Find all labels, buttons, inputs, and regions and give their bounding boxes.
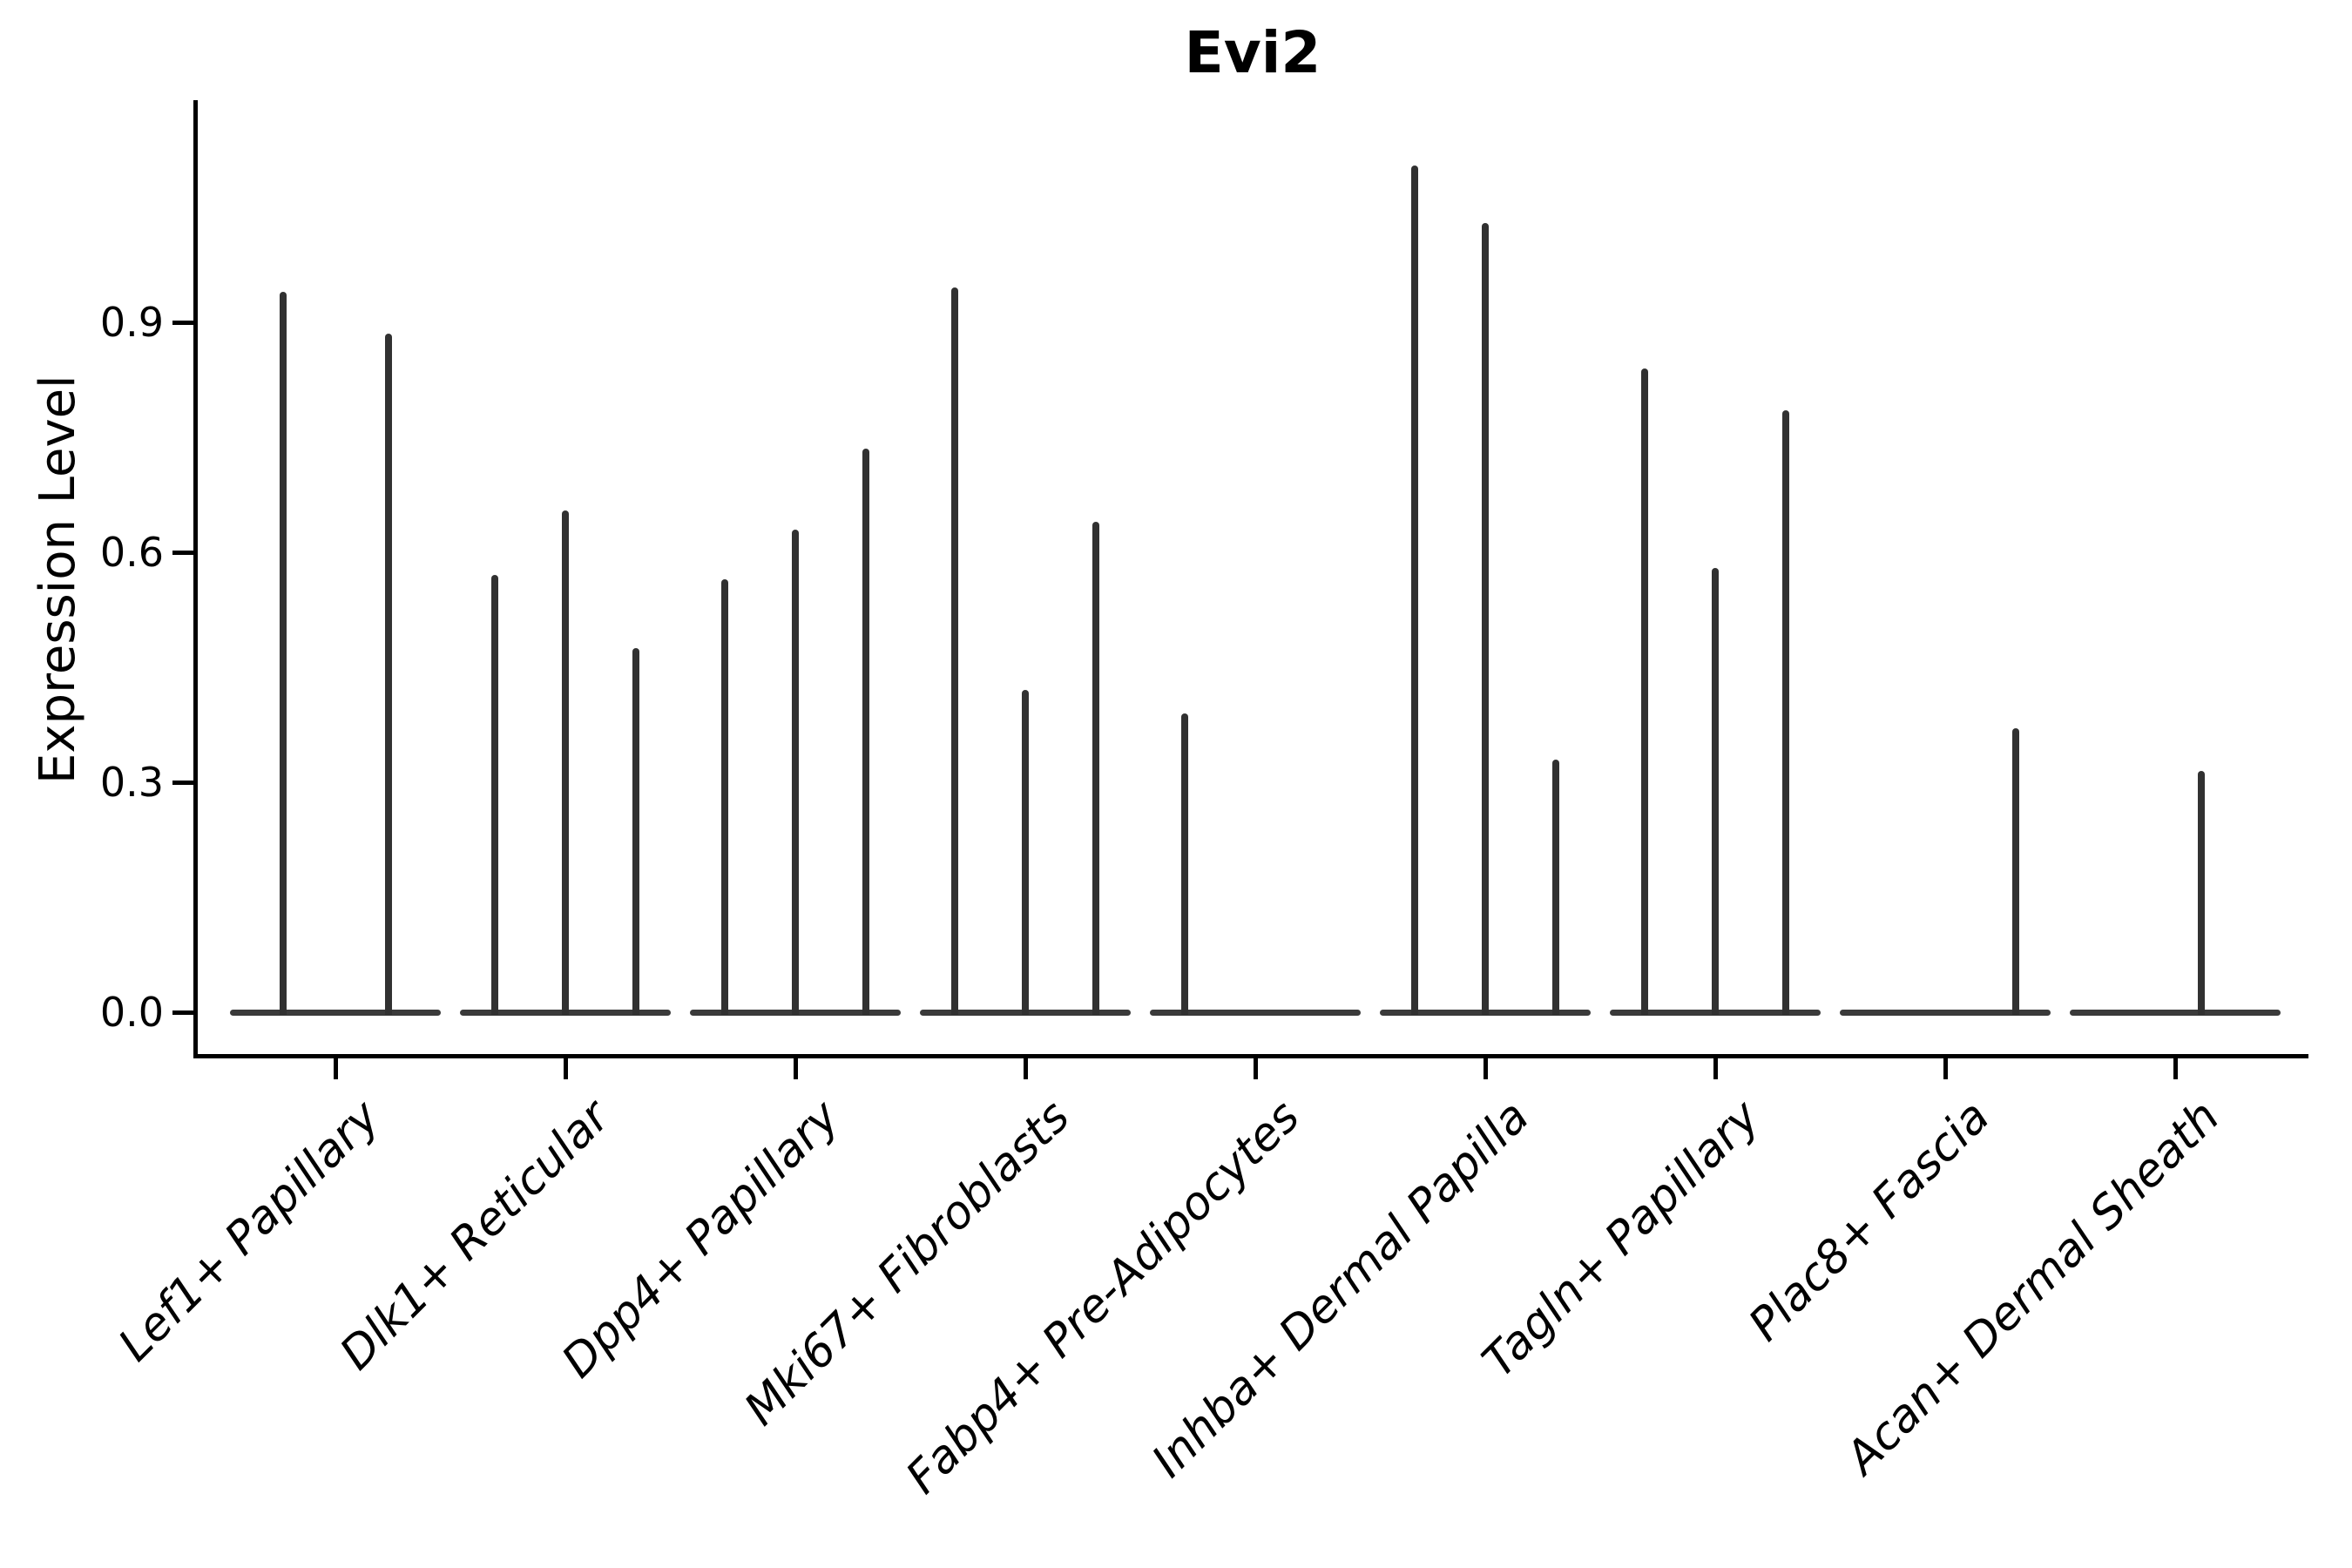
violin-spike xyxy=(1181,713,1189,1015)
violin-baseline xyxy=(1840,1010,2051,1016)
x-tick xyxy=(1713,1058,1718,1079)
y-axis-label: Expression Level xyxy=(30,375,86,784)
x-tick-label: Inhba+ Dermal Papilla xyxy=(1142,1091,1540,1488)
violin-spike xyxy=(1551,759,1559,1015)
violin-spike xyxy=(951,287,959,1015)
violin-spike xyxy=(384,334,392,1015)
y-tick xyxy=(172,321,193,325)
x-tick xyxy=(1484,1058,1488,1079)
x-tick-label: Fabp4+ Pre-Adipocytes xyxy=(896,1091,1310,1504)
x-tick xyxy=(1943,1058,1948,1079)
chart-title: Evi2 xyxy=(1184,19,1321,86)
y-tick xyxy=(172,551,193,555)
x-tick xyxy=(794,1058,798,1079)
x-tick xyxy=(1024,1058,1028,1079)
violin-spike xyxy=(1641,368,1649,1015)
violin-spike xyxy=(1482,222,1489,1015)
violin-baseline xyxy=(230,1010,441,1016)
violin-spike xyxy=(632,648,639,1015)
y-axis-spine xyxy=(193,100,198,1058)
violin-spike xyxy=(792,529,799,1015)
violin-spike xyxy=(721,578,729,1015)
x-tick xyxy=(564,1058,568,1079)
y-tick xyxy=(172,781,193,785)
violin-spike xyxy=(862,449,869,1015)
violin-spike xyxy=(1092,521,1099,1015)
violin-spike xyxy=(2011,728,2019,1015)
violin-spike xyxy=(279,291,287,1015)
y-tick-label: 0.6 xyxy=(99,529,164,576)
violin-spike xyxy=(491,575,499,1015)
violin-spike xyxy=(1712,567,1719,1015)
y-tick xyxy=(172,1010,193,1015)
violin-baseline xyxy=(1150,1010,1361,1016)
violin-baseline xyxy=(2070,1010,2281,1016)
x-tick xyxy=(1254,1058,1258,1079)
x-tick xyxy=(334,1058,338,1079)
x-tick xyxy=(2173,1058,2178,1079)
violin-spike xyxy=(1022,690,1029,1015)
x-axis-spine xyxy=(193,1054,2308,1058)
violin-spike xyxy=(2198,770,2206,1015)
violin-spike xyxy=(1781,410,1789,1015)
y-tick-label: 0.0 xyxy=(99,989,164,1036)
x-tick-label: Plac8+ Fascia xyxy=(1739,1091,2000,1352)
y-tick-label: 0.9 xyxy=(99,299,164,346)
violin-spike xyxy=(562,510,569,1015)
y-tick-label: 0.3 xyxy=(99,759,164,806)
x-tick-label: Acan+ Dermal Sheath xyxy=(1835,1091,2230,1484)
violin-spike xyxy=(1411,165,1419,1015)
